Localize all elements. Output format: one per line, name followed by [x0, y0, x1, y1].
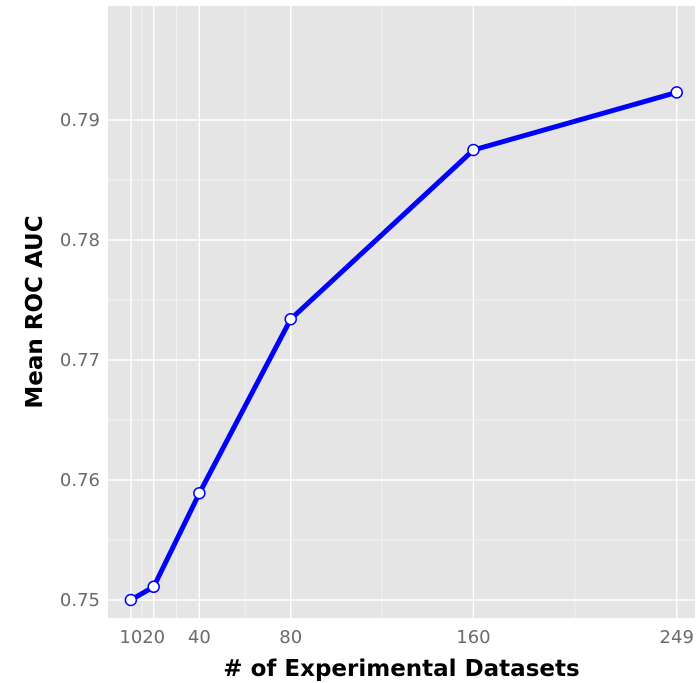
data-point [468, 145, 479, 156]
y-axis-title: Mean ROC AUC [22, 215, 48, 408]
y-tick-label: 0.75 [60, 590, 100, 611]
x-tick-label: 249 [660, 627, 694, 648]
x-axis-title: # of Experimental Datasets [223, 656, 579, 682]
x-tick-label: 20 [142, 627, 165, 648]
x-tick-label: 10 [119, 627, 142, 648]
y-tick-label: 0.78 [60, 230, 100, 251]
x-tick-label: 40 [188, 627, 211, 648]
x-tick-label: 160 [456, 627, 490, 648]
data-point [148, 581, 159, 592]
data-point [125, 595, 136, 606]
plot-panel [108, 6, 695, 618]
y-tick-label: 0.79 [60, 110, 100, 131]
x-tick-label: 80 [279, 627, 302, 648]
y-axis-tick-labels: 0.75 0.76 0.77 0.78 0.79 [60, 110, 100, 611]
x-axis-tick-labels: 10 20 40 80 160 249 [119, 627, 694, 648]
y-tick-label: 0.76 [60, 470, 100, 491]
data-point [671, 87, 682, 98]
y-tick-label: 0.77 [60, 350, 100, 371]
data-point [194, 488, 205, 499]
data-point [285, 314, 296, 325]
